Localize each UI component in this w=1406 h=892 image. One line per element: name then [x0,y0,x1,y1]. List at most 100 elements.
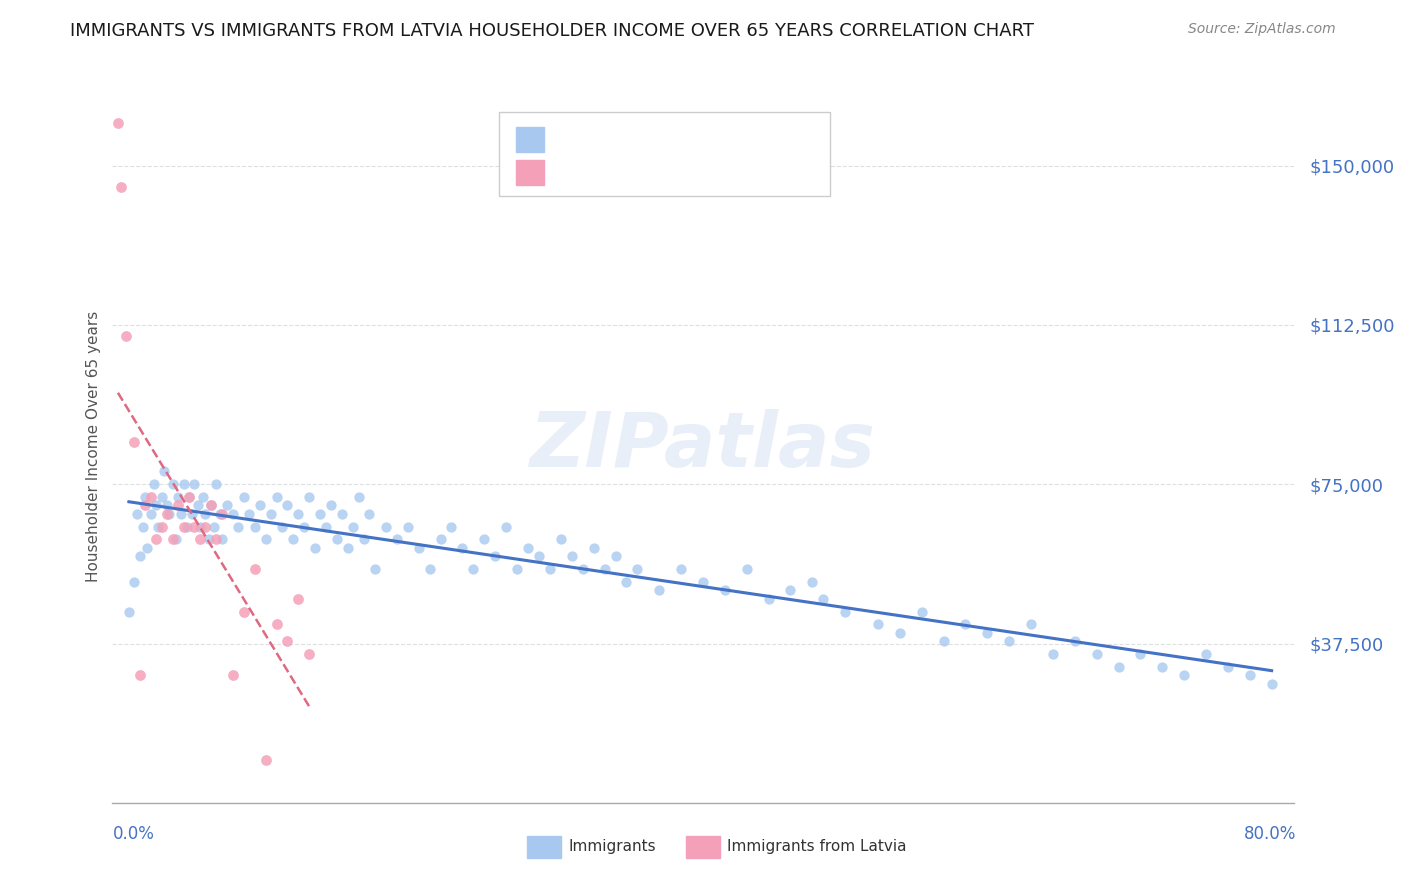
Point [145,499,167,513]
Point [440,519,463,533]
Point [222,507,245,521]
Point [232,605,254,619]
Point [396,519,419,533]
Point [197,533,219,547]
Point [114,328,136,343]
Point [325,533,347,547]
Point [281,533,304,547]
Point [298,647,321,661]
Point [249,499,271,513]
Point [364,562,387,576]
Point [260,507,283,521]
Point [321,499,343,513]
Point [254,753,277,767]
Point [173,519,195,533]
Point [200,499,222,513]
Point [145,533,167,547]
Point [593,562,616,576]
Point [243,519,266,533]
Point [484,549,506,564]
Point [148,519,170,533]
Point [472,533,495,547]
Point [188,533,211,547]
Point [527,549,550,564]
Point [889,626,911,640]
Text: Source: ZipAtlas.com: Source: ZipAtlas.com [1188,22,1336,37]
Point [408,541,430,555]
Point [626,562,648,576]
Point [1216,660,1239,674]
Point [550,533,572,547]
Point [758,591,780,606]
Point [124,434,146,449]
Point [359,507,381,521]
Text: Immigrants from Latvia: Immigrants from Latvia [727,839,907,855]
Text: 0.0%: 0.0% [112,825,155,843]
Point [107,116,129,130]
Point [1019,617,1042,632]
Point [287,591,309,606]
Point [304,541,326,555]
Point [194,507,217,521]
Point [353,533,375,547]
Point [118,605,141,619]
Point [232,490,254,504]
Point [463,562,485,576]
Point [451,541,474,555]
Point [276,499,298,513]
Text: 80.0%: 80.0% [1244,825,1296,843]
Point [128,549,150,564]
Point [298,490,321,504]
Point [385,533,408,547]
Point [287,507,309,521]
Point [238,507,260,521]
Point [134,490,156,504]
Point [419,562,441,576]
Point [124,574,146,589]
Point [208,507,231,521]
Point [176,519,198,533]
Point [211,507,233,521]
Point [976,626,998,640]
Point [188,519,211,533]
Point [517,541,540,555]
Text: ZIPatlas: ZIPatlas [530,409,876,483]
Point [193,490,215,504]
Point [616,574,638,589]
Point [292,519,315,533]
Point [648,583,671,598]
Point [128,668,150,682]
Point [561,549,583,564]
Point [1129,647,1152,661]
Point [243,562,266,576]
Point [911,605,934,619]
Point [834,605,856,619]
Point [156,499,179,513]
Point [167,499,190,513]
Point [183,477,205,491]
Point [217,499,239,513]
Point [1042,647,1064,661]
Point [266,490,288,504]
Point [1239,668,1261,682]
Point [538,562,561,576]
Point [110,180,132,194]
Text: R = -0.604   N = 144: R = -0.604 N = 144 [553,129,741,147]
Point [222,668,245,682]
Point [692,574,714,589]
Point [205,477,228,491]
Point [932,634,955,648]
Point [1085,647,1108,661]
Point [194,519,217,533]
Point [1108,660,1130,674]
Point [167,490,190,504]
Point [177,490,200,504]
Point [714,583,737,598]
Point [1152,660,1174,674]
Point [374,519,396,533]
Point [202,519,225,533]
Point [170,507,193,521]
Point [165,533,187,547]
Point [266,617,288,632]
Point [582,541,605,555]
